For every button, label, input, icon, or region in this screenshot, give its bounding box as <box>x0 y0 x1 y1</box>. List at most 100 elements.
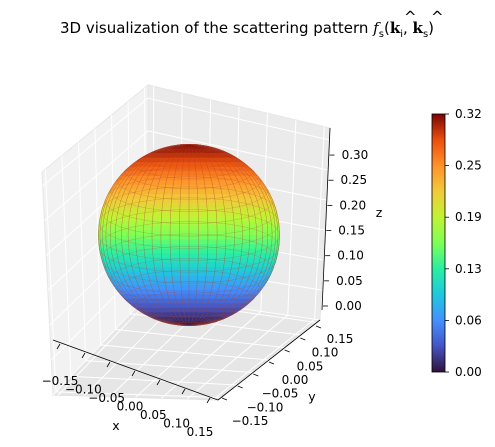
sphere-band <box>98 148 280 154</box>
sphere-band <box>98 153 280 159</box>
sphere-lon-line <box>143 144 235 326</box>
y-tick-label: 0.05 <box>297 359 324 373</box>
sphere-band <box>98 294 280 300</box>
chart-title: 3D visualization of the scattering patte… <box>60 19 434 40</box>
sphere-band <box>98 207 280 213</box>
y-tick-mark <box>315 325 322 329</box>
sphere-band <box>98 307 280 313</box>
x-gridline <box>160 113 268 399</box>
sphere-band <box>98 230 280 236</box>
colorbar-tick-label: 0.06 <box>455 313 482 327</box>
x-tick-label: −0.05 <box>88 391 125 405</box>
x-tick-mark <box>206 397 211 404</box>
x-tick-mark <box>81 352 86 359</box>
sphere-lon-line <box>169 144 209 326</box>
sphere-lon-line <box>127 144 251 326</box>
y-tick-mark <box>268 361 275 365</box>
sphere-band <box>98 189 280 195</box>
x-tick-mark <box>106 361 111 368</box>
y-tick-label: 0.00 <box>282 373 309 387</box>
sphere-lat-line <box>176 144 202 149</box>
title-hat-2: ^ <box>431 8 444 26</box>
x-tick-label: 0.05 <box>140 408 167 422</box>
sphere-band <box>98 266 280 272</box>
y-tick-label: −0.10 <box>247 400 284 414</box>
sphere-band <box>98 239 280 245</box>
y-axis-label: y <box>308 389 316 404</box>
sphere-band <box>98 262 280 268</box>
z-gridline <box>44 130 328 222</box>
sphere-band <box>98 157 280 163</box>
sphere-band <box>98 285 280 291</box>
sphere-surface <box>98 144 280 326</box>
sphere-band <box>98 144 280 150</box>
sphere-lon-line <box>115 144 263 326</box>
y-tick-mark <box>300 337 306 341</box>
x-gridline <box>186 119 297 400</box>
sphere-lat-line <box>98 209 280 261</box>
sphere-band <box>98 298 280 304</box>
sphere-band <box>98 203 280 209</box>
z-axis-label: z <box>376 205 383 220</box>
sphere-band <box>98 280 280 286</box>
sphere-band <box>98 275 280 282</box>
sphere-lat-line <box>165 144 213 154</box>
sphere-lon-line <box>99 144 279 326</box>
z-tick-label: 0.30 <box>342 148 369 162</box>
colorbar-gradient <box>431 113 446 373</box>
z-tick-label: 0.20 <box>339 198 366 212</box>
y-gridline <box>77 142 254 373</box>
sphere-band <box>98 175 280 181</box>
sphere-lat-line <box>153 309 225 326</box>
sphere-band <box>98 216 280 222</box>
colorbar-tick-label: 0.13 <box>455 262 482 276</box>
z-gridline <box>42 97 330 187</box>
x-tick-label: 0.10 <box>163 417 190 431</box>
sphere-lon-line <box>151 144 227 326</box>
sphere-lon-line <box>160 144 218 326</box>
y-axis-ticks: −0.15−0.10−0.050.000.050.100.15 <box>221 325 353 428</box>
sphere-band <box>98 253 280 259</box>
sphere-lon-line <box>105 144 273 326</box>
sphere-band <box>98 221 280 227</box>
sphere-band <box>98 248 280 254</box>
sphere-lon-line <box>179 144 199 326</box>
x-tick-mark <box>181 388 186 395</box>
x-tick-label: −0.10 <box>65 383 102 397</box>
colorbar-tick-label: 0.19 <box>455 210 482 224</box>
sphere-lon-line <box>160 144 218 326</box>
sphere-lon-line <box>121 144 257 326</box>
sphere-lon-line <box>135 144 243 326</box>
colorbar-tick-label: 0.32 <box>455 107 482 121</box>
x-axis-ticks: −0.15−0.10−0.050.000.050.100.15 <box>42 343 214 439</box>
sphere-lon-line <box>99 144 279 326</box>
sphere-lat-line <box>124 281 254 318</box>
y-gridline <box>44 169 222 398</box>
x-axis-line <box>52 339 219 401</box>
sphere-band <box>98 198 280 204</box>
sphere-band <box>98 162 280 168</box>
z-tick-label: 0.05 <box>336 274 363 288</box>
sphere-band <box>98 321 280 326</box>
x-tick-label: 0.00 <box>117 400 144 414</box>
sphere-lon-line <box>98 144 280 326</box>
x-axis-label: x <box>112 418 119 433</box>
sphere-band <box>98 244 280 250</box>
sphere-lon-line <box>105 144 273 326</box>
sphere-band <box>98 257 280 263</box>
x-tick-label: −0.15 <box>42 374 79 388</box>
x-tick-mark <box>156 379 161 386</box>
sphere-lon-line <box>121 144 257 326</box>
sphere-band <box>98 184 280 191</box>
y-tick-mark <box>284 349 290 353</box>
title-hat-1: ^ <box>404 8 417 26</box>
sphere-lon-line <box>151 144 227 326</box>
sphere-band <box>98 212 280 218</box>
sphere-lon-line <box>102 144 276 326</box>
sphere-lat-line <box>104 246 274 294</box>
y-tick-label: −0.05 <box>262 387 299 401</box>
x-tick-label: 0.15 <box>187 425 214 439</box>
sphere-lon-line <box>102 144 276 326</box>
sphere-band <box>98 180 280 186</box>
